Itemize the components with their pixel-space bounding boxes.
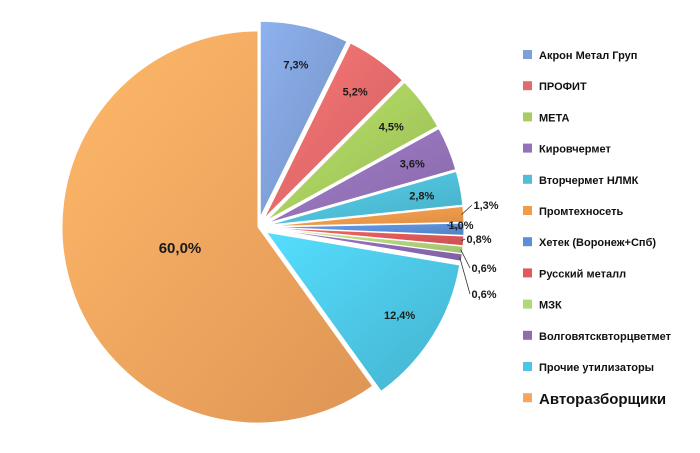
legend-label: Кировчермет	[539, 144, 611, 156]
legend-label: Авторазборщики	[539, 391, 666, 408]
legend-label: МЗК	[539, 300, 562, 312]
slice-6	[267, 222, 465, 236]
pie-slices	[61, 20, 465, 424]
leader-line	[459, 257, 471, 295]
slice-labels: 7,3% 5,2% 4,5% 3,6% 2,8% 1,3%1,0% 0,8% 0,6% 0,6%…	[159, 60, 499, 323]
leader-line	[446, 224, 463, 230]
slice-label: 0,8%	[466, 234, 491, 246]
slice-label: 5,2%	[343, 86, 368, 98]
legend-swatch	[523, 206, 532, 215]
legend-label: Хетек (Воронеж+Спб)	[539, 237, 656, 249]
slice-label: 4,5%	[379, 122, 404, 134]
legend-swatch	[523, 393, 532, 403]
slice-label: 0,6%	[471, 263, 496, 275]
legend-label: МЕТА	[539, 112, 570, 124]
legend-swatch	[523, 50, 532, 59]
slice-label: 7,3%	[283, 60, 308, 72]
slice-label: 0,6%	[471, 289, 496, 301]
slice-label: 60,0%	[159, 240, 202, 257]
legend-label: Вторчермет НЛМК	[539, 175, 639, 187]
slice-label: 3,6%	[400, 158, 425, 170]
legend-swatch	[523, 143, 532, 153]
slice-4	[267, 170, 464, 226]
slice-1	[263, 42, 404, 220]
leader-lines	[446, 204, 473, 295]
leader-line	[461, 204, 473, 215]
slice-2	[265, 81, 439, 222]
slice-10	[265, 231, 461, 392]
legend-swatch	[523, 174, 532, 184]
slice-3	[267, 127, 457, 224]
legend-swatch	[523, 237, 532, 247]
legend-swatch	[523, 81, 532, 91]
legend-label: Русский металл	[539, 268, 626, 280]
legend-swatch	[523, 362, 532, 371]
legend-label: ПРОФИТ	[539, 81, 587, 93]
legend-label: Акрон Метал Груп	[539, 50, 637, 62]
slice-11	[61, 30, 374, 424]
legend-label: Волговятсквторцветмет	[539, 331, 672, 343]
slice-label: 1,3%	[473, 200, 498, 212]
leader-line	[461, 238, 466, 242]
slice-label: 12,4%	[384, 310, 415, 322]
slice-5	[267, 205, 465, 227]
leader-line	[460, 249, 471, 269]
slice-label: 2,8%	[409, 191, 434, 203]
legend-swatch	[523, 330, 532, 340]
legend-swatch	[523, 268, 532, 278]
legend-swatch	[523, 299, 532, 309]
legend-label: Прочие утилизаторы	[539, 362, 654, 374]
legend: Акрон Метал Груп ПРОФИТ МЕТА Кировчермет Вто…	[523, 50, 672, 408]
legend-swatch	[523, 112, 532, 122]
slice-label: 1,0%	[448, 220, 473, 232]
slice-0	[259, 20, 348, 218]
legend-label: Промтехносеть	[539, 206, 624, 218]
